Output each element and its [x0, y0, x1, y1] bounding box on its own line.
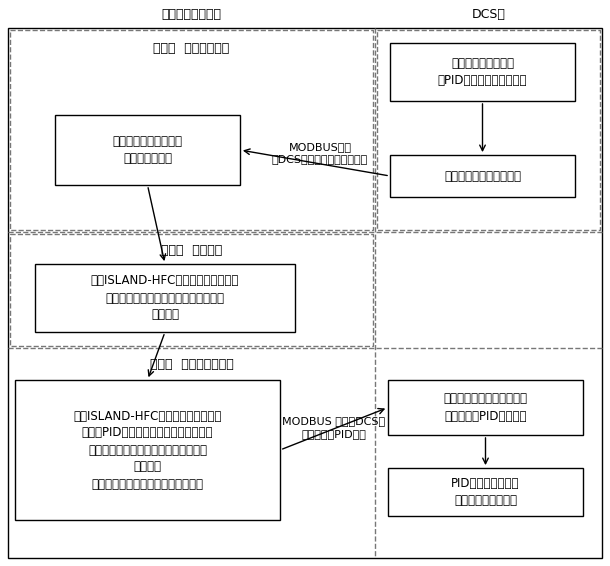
Bar — [377, 30, 600, 230]
Text: 第二步  过程辨识: 第二步 过程辨识 — [161, 243, 222, 256]
Text: 被辨识环节置于开环
即PID控制器处于手动状态: 被辨识环节置于开环 即PID控制器处于手动状态 — [438, 57, 527, 87]
Text: MODBUS通信: MODBUS通信 — [289, 142, 351, 152]
Text: MODBUS 通信向DCS写: MODBUS 通信向DCS写 — [282, 416, 386, 426]
Text: 调用ISLAND-HFC混合模型遗传编程算
法进行辨识最优个体传递函数作为过程
数学模型: 调用ISLAND-HFC混合模型遗传编程算 法进行辨识最优个体传递函数作为过程 … — [91, 275, 239, 321]
Text: 工业控制计算机侧: 工业控制计算机侧 — [162, 8, 221, 22]
Bar — [10, 234, 373, 346]
Text: 手动施加阶跃、斜坡信号: 手动施加阶跃、斜坡信号 — [444, 169, 521, 182]
Text: DCS侧: DCS侧 — [472, 8, 506, 22]
Bar — [55, 115, 240, 185]
Bar — [35, 264, 295, 332]
Bar — [390, 155, 575, 197]
Text: 入优化后的PID参数: 入优化后的PID参数 — [301, 429, 367, 439]
Text: 采集过程开环响应数据
并存入数据文件: 采集过程开环响应数据 并存入数据文件 — [112, 135, 182, 165]
Text: 优化得出的比例、积分、微
分参数写入PID控制逻辑: 优化得出的比例、积分、微 分参数写入PID控制逻辑 — [443, 392, 528, 422]
Text: 第三步  控制器参数优化: 第三步 控制器参数优化 — [149, 358, 234, 371]
Text: 第一步  现场开环试验: 第一步 现场开环试验 — [153, 41, 229, 54]
Bar — [388, 468, 583, 516]
Text: 调用ISLAND-HFC混合模型遗传编程算
法进行PID参数优化，进化过程中使用过
程辨识软件得出的过程传递函数进行软
件仿真，
最终得出最优比例、积分、微分参: 调用ISLAND-HFC混合模型遗传编程算 法进行PID参数优化，进化过程中使用… — [73, 409, 221, 491]
Bar — [390, 43, 575, 101]
Bar — [388, 380, 583, 435]
Bar — [15, 380, 280, 520]
Text: 自DCS读出过程开环响应数据: 自DCS读出过程开环响应数据 — [272, 154, 368, 164]
Text: PID控制器自动运行
被辨识换机恢复闭环: PID控制器自动运行 被辨识换机恢复闭环 — [451, 477, 520, 507]
Bar — [10, 30, 373, 230]
